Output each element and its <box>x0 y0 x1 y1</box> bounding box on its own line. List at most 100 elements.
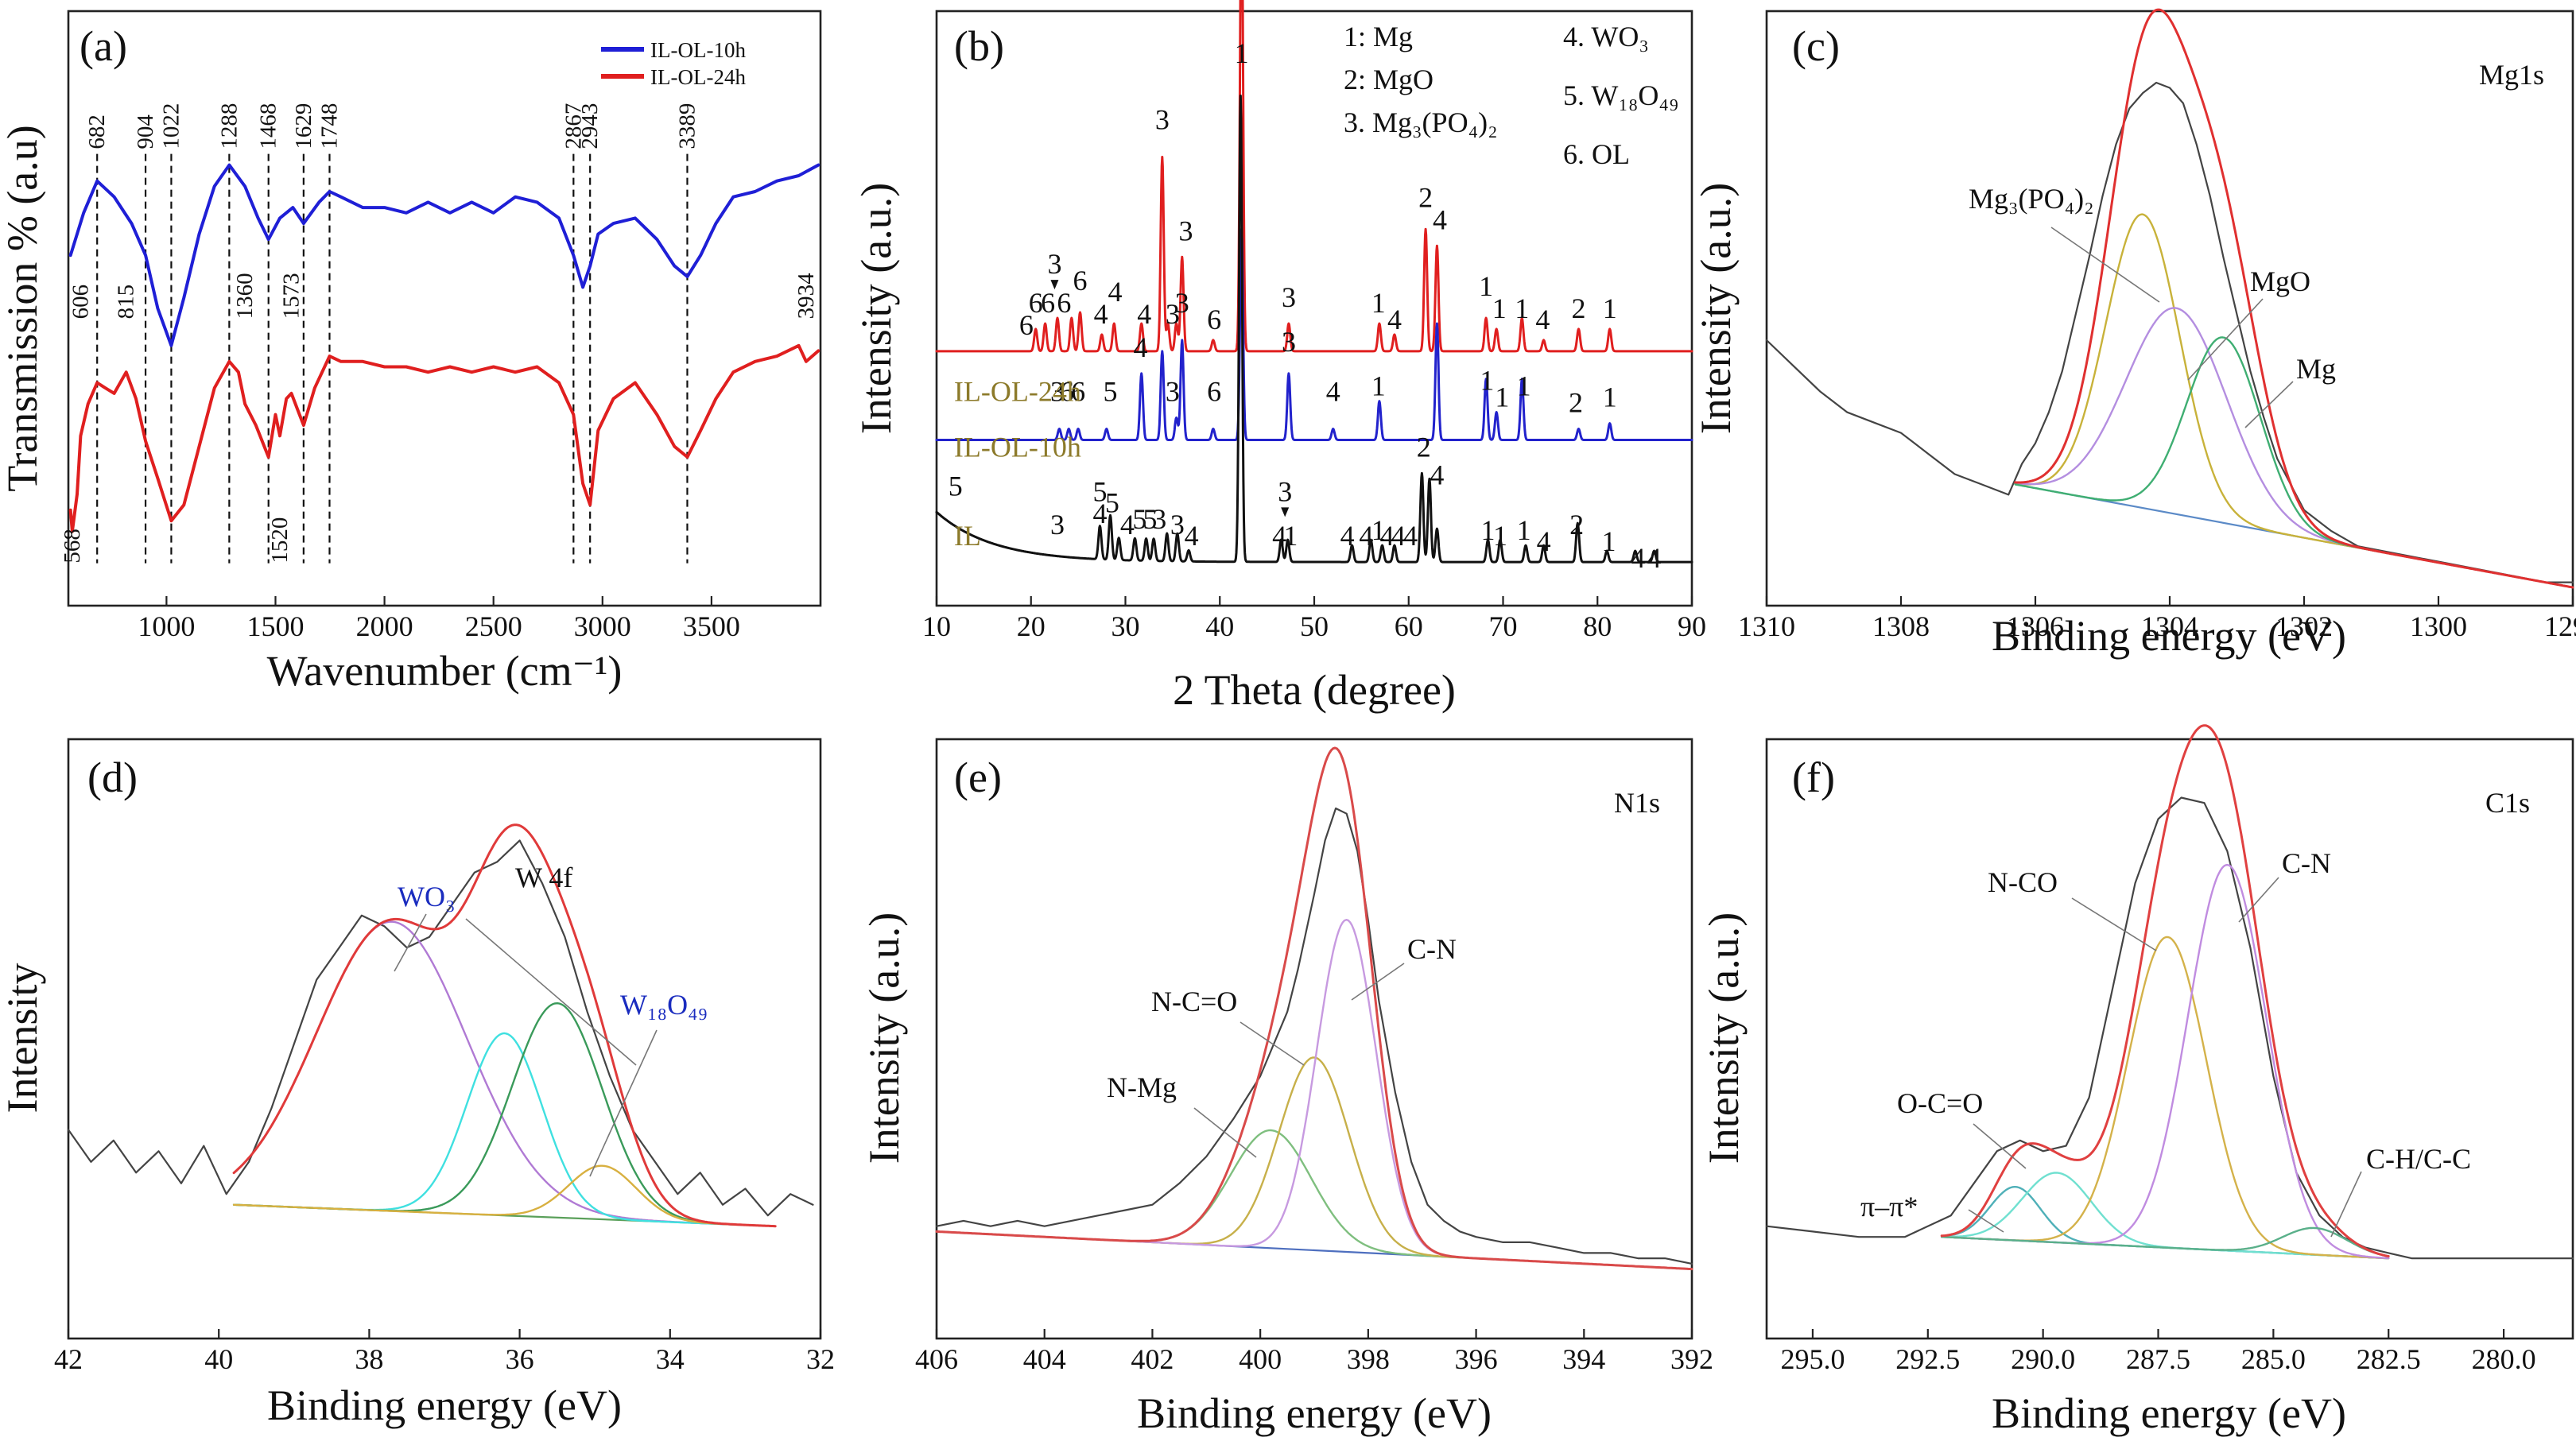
label-mg3po42: Mg₃(PO₄)₂ <box>1969 183 2094 215</box>
peak-marker: 6 <box>1029 287 1043 319</box>
peak-marker: 1 <box>1517 514 1531 546</box>
panel-b-phase-legend: 1: Mg 2: MgO 3. Mg₃(PO₄)₂ 4. WO₃ 5. W₁₈O… <box>1344 21 1679 170</box>
peak-marker: 3 <box>1282 281 1296 313</box>
annotation-leader <box>1240 1021 1305 1066</box>
annotation-leader <box>1351 963 1405 1001</box>
component-curve-n-mg <box>935 1129 1693 1270</box>
phase-legend-item: 1: Mg <box>1344 21 1413 52</box>
envelope-curve <box>2014 8 2574 589</box>
peak-marker: 3 <box>1155 104 1170 136</box>
panel-e: (e) N1s Binding energy (eV) Intensity (a… <box>860 738 1713 1437</box>
phase-legend-item: 5. W₁₈O₄₉ <box>1563 79 1679 111</box>
panel-a-series <box>68 163 821 533</box>
peak-marker: 6 <box>1041 287 1055 319</box>
peak-marker: 4 <box>1359 520 1373 552</box>
raw-spectrum-line <box>67 839 814 1217</box>
peak-label: 1022 <box>158 103 184 149</box>
label-pi-pi: π–π* <box>1860 1191 1918 1222</box>
peak-marker: 4 <box>1094 298 1108 330</box>
x-tick-label: 396 <box>1455 1343 1498 1375</box>
peak-label: 1288 <box>216 103 242 149</box>
peak-marker: 6 <box>1207 304 1221 335</box>
peak-marker: 1 <box>1602 525 1616 557</box>
peak-marker: 1 <box>1371 287 1386 319</box>
x-tick-label: 287.5 <box>2126 1343 2190 1375</box>
peak-label: 1748 <box>316 103 342 149</box>
peak-marker: 4 <box>1430 459 1444 490</box>
component-curve-c-n <box>935 919 1693 1270</box>
phase-legend-item: 4. WO₃ <box>1563 21 1649 52</box>
annotation-leader <box>2244 381 2294 428</box>
envelope-curve <box>232 823 777 1228</box>
label-n-c-o: N-C=O <box>1151 986 1237 1017</box>
peak-marker: 6 <box>1073 265 1088 296</box>
x-tick-label: 50 <box>1300 610 1329 642</box>
legend-label-il-ol-24h: IL-OL-24h <box>650 65 746 89</box>
x-tick-label: 1300 <box>2410 610 2467 642</box>
component-curve-n-co <box>1941 936 2390 1260</box>
peak-marker: 4 <box>1137 298 1151 330</box>
panel-d-letter: (d) <box>87 754 138 801</box>
label-mg: Mg <box>2296 353 2336 385</box>
peak-marker: 5 <box>1105 486 1119 518</box>
panel-d-frame <box>67 738 822 1340</box>
peak-marker: 4 <box>1387 304 1402 335</box>
peak-marker: 4 <box>1272 520 1286 552</box>
peak-marker: 6 <box>1207 376 1221 408</box>
x-tick-label: 42 <box>54 1343 83 1375</box>
panel-b-letter: (b) <box>954 22 1004 70</box>
panel-b-curve-labels: IL-OL-24h IL-OL-10h IL <box>954 376 1081 552</box>
peak-label: 1573 <box>279 273 305 319</box>
x-tick-label: 295.0 <box>1780 1343 1845 1375</box>
peak-label: 568 <box>60 529 85 564</box>
x-tick-label: 40 <box>1205 610 1234 642</box>
panel-d: (d) Binding energy (eV) Intensity 42 40 38… <box>0 738 835 1429</box>
peak-label: 1468 <box>256 103 281 149</box>
peak-marker: 5 <box>1132 503 1146 535</box>
panel-b-xlabel: 2 Theta (degree) <box>1173 666 1456 714</box>
annotation-leader <box>1973 1123 2027 1169</box>
panel-c-plot: Mg₃(PO₄)₂ MgO Mg <box>1765 8 2574 589</box>
x-tick-label: 392 <box>1670 1343 1713 1375</box>
panel-b-series <box>935 0 1693 564</box>
peak-marker: 6 <box>1057 287 1071 319</box>
x-tick-label: 406 <box>915 1343 958 1375</box>
panel-e-plot: N-Mg N-C=O C-N <box>935 746 1693 1271</box>
panel-f-xlabel: Binding energy (eV) <box>1992 1389 2346 1437</box>
peak-marker: 1 <box>1481 514 1496 546</box>
x-tick-label: 292.5 <box>1895 1343 1960 1375</box>
peak-marker: 2 <box>1417 431 1431 463</box>
component-curve-c-n <box>1941 864 2390 1260</box>
x-tick-label: 1298 <box>2544 610 2576 642</box>
series-line-il-ol-10h <box>68 163 821 347</box>
x-tick-label: 40 <box>204 1343 233 1375</box>
x-tick-label: 400 <box>1239 1343 1282 1375</box>
annotation-leader <box>1968 1209 2004 1233</box>
annotation-leader <box>2330 1171 2362 1238</box>
panel-f-title: C1s <box>2485 787 2530 819</box>
component-curve-mgo <box>2014 307 2574 589</box>
panel-a: (a) Wavenumber (cm⁻¹) Transmission % (a.… <box>0 10 822 695</box>
label-n-co: N-CO <box>1988 866 2058 898</box>
panel-d-ylabel: Intensity <box>0 963 46 1114</box>
peak-marker: 6 <box>1019 309 1034 341</box>
x-tick-label: 404 <box>1023 1343 1066 1375</box>
panel-e-xlabel: Binding energy (eV) <box>1137 1389 1492 1437</box>
peak-marker: 1 <box>1480 365 1494 397</box>
peak-marker: 4 <box>1647 542 1662 574</box>
peak-label: 904 <box>133 114 158 149</box>
peak-label: 1629 <box>291 103 316 149</box>
peak-marker: 1 <box>1371 514 1386 546</box>
panel-b: (b) 2 Theta (degree) Intensity (a.u.) 10… <box>852 0 1706 714</box>
panel-f-ylabel: Intensity (a.u.) <box>1700 912 1748 1164</box>
peak-label: 1360 <box>232 273 258 319</box>
curve-label-il-ol-10h: IL-OL-10h <box>954 431 1081 463</box>
panel-f-letter: (f) <box>1792 754 1835 801</box>
x-tick-label: 394 <box>1562 1343 1605 1375</box>
peak-marker: 4 <box>1433 203 1447 235</box>
envelope-curve <box>1940 724 2390 1257</box>
x-tick-label: 36 <box>506 1343 534 1375</box>
label-c-n: C-N <box>1407 933 1457 965</box>
panel-a-legend: IL-OL-10h IL-OL-24h <box>601 38 746 89</box>
